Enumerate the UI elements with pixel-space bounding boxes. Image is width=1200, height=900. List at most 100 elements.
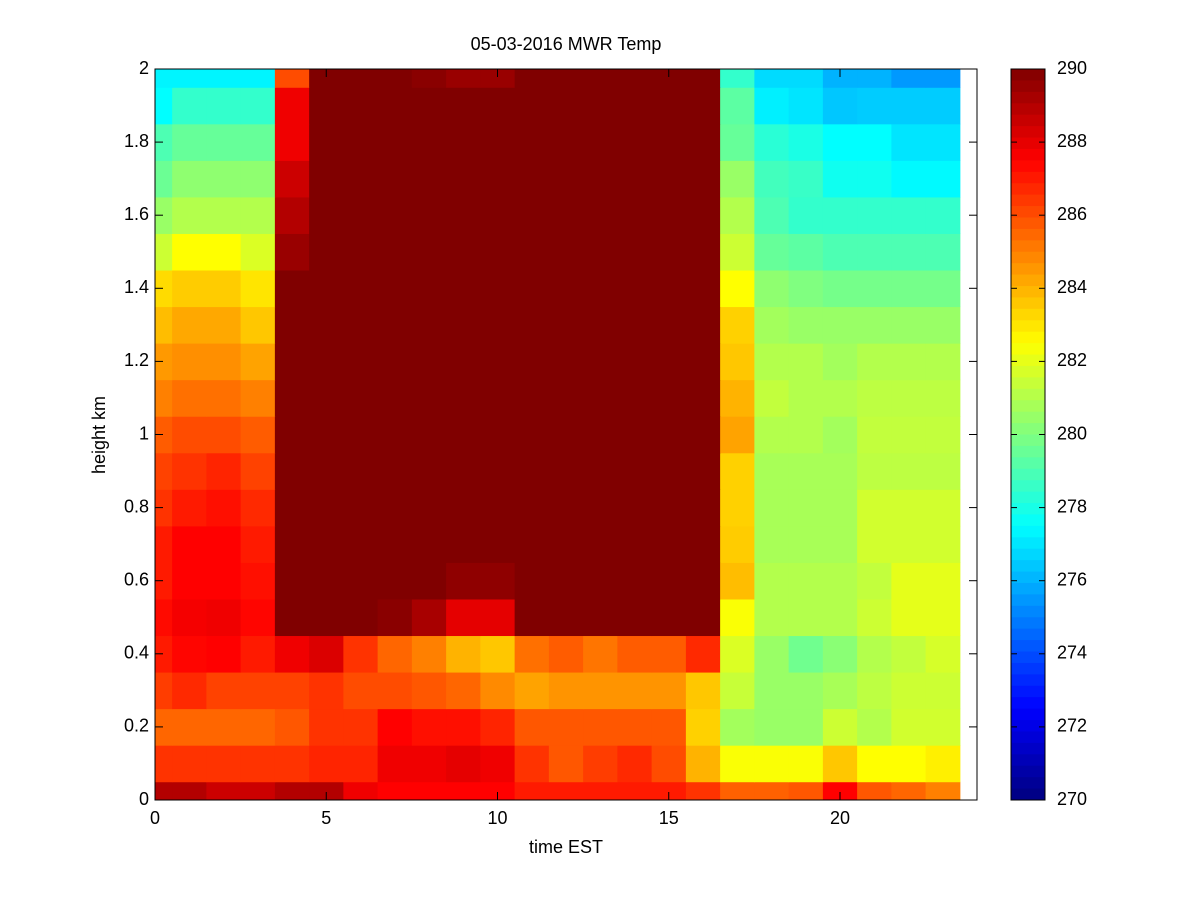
x-tick-label: 5 [321,808,331,828]
colorbar-tick-label: 282 [1057,350,1087,370]
heat-cell [685,196,721,234]
heat-cell [446,635,481,673]
colorbar-segment [1011,400,1045,413]
heat-cell [891,635,927,673]
colorbar-tick-label: 270 [1057,789,1087,809]
heat-cell [685,379,721,417]
heat-cell [548,379,584,417]
heat-cell [651,270,687,308]
heat-cell [206,562,242,600]
heat-cell [857,123,892,161]
heat-cell [309,343,344,381]
heat-cell [172,343,207,381]
colorbar-tick-label: 286 [1057,204,1087,224]
colorbar-segment [1011,206,1045,218]
heat-cell [172,123,207,161]
heat-cell [720,525,755,563]
heat-cell [206,343,242,381]
heat-cell [446,379,481,417]
heat-cell [172,598,207,637]
heat-cell [206,306,242,344]
heat-cell [685,306,721,344]
heat-cell [155,672,173,710]
heat-cell [720,87,755,125]
heat-cell [857,562,892,600]
heat-cell [172,196,207,234]
heat-cell [206,233,242,271]
heat-cell [411,306,447,344]
heat-cell [446,306,481,344]
heat-cell [925,123,961,161]
heat-cell [583,598,618,637]
heat-cell [788,379,824,417]
colorbar-segment [1011,685,1045,698]
heat-cell [925,672,961,710]
heat-cell [788,635,824,673]
heat-cell [822,781,858,801]
heat-cell [720,708,755,746]
heat-cell [377,635,413,673]
colorbar-segment [1011,697,1045,710]
heat-cell [206,672,242,710]
heat-cell [411,489,447,527]
heat-cell [822,123,858,161]
heat-cell [206,69,242,88]
heat-cell [651,69,687,88]
heat-cell [720,672,755,710]
x-tick-label: 10 [487,808,507,828]
heat-cell [274,635,310,673]
heat-cell [446,525,481,563]
heat-cell [788,452,824,490]
heat-cell [754,525,790,563]
heat-cell [548,306,584,344]
y-tick-label: 1.8 [124,131,149,151]
heat-cell [720,781,755,801]
colorbar-segment [1011,434,1045,447]
heat-cell [925,270,961,308]
heat-cell [206,196,242,234]
heat-cell [309,87,344,125]
heat-cell [514,416,550,454]
heat-cell [857,672,892,710]
heat-cell [891,452,927,490]
heat-cell [309,379,344,417]
heat-cell [617,525,653,563]
colorbar-segment [1011,571,1045,584]
heat-cell [891,745,927,783]
colorbar-segment [1011,617,1045,630]
heat-cell [411,781,447,801]
heat-cell [411,87,447,125]
heat-cell [411,635,447,673]
heat-cell [274,416,310,454]
colorbar-segment [1011,171,1045,184]
colorbar-segment [1011,765,1045,778]
heat-cell [514,598,550,637]
heat-cell [343,562,379,600]
heat-cell [548,196,584,234]
colorbar-segment [1011,468,1045,481]
heat-cell [343,343,379,381]
heat-cell [480,708,516,746]
heat-cell [480,781,516,801]
heat-cell [583,525,618,563]
heat-cell [309,270,344,308]
y-tick-label: 2 [139,58,149,78]
heat-cell [720,416,755,454]
heat-cell [857,452,892,490]
colorbar-segment [1011,274,1045,287]
colorbar-segment [1011,126,1045,139]
heat-cell [583,708,618,746]
colorbar-segment [1011,548,1045,561]
heat-cell [651,745,687,783]
colorbar-segment [1011,183,1045,196]
heat-cell [309,452,344,490]
heat-cell [788,562,824,600]
heat-cell [617,635,653,673]
heat-cell [617,672,653,710]
heat-cell [377,69,413,88]
heat-cell [309,196,344,234]
heat-cell [343,489,379,527]
heat-cell [857,489,892,527]
colorbar-segment [1011,114,1045,127]
heat-cell [155,306,173,344]
